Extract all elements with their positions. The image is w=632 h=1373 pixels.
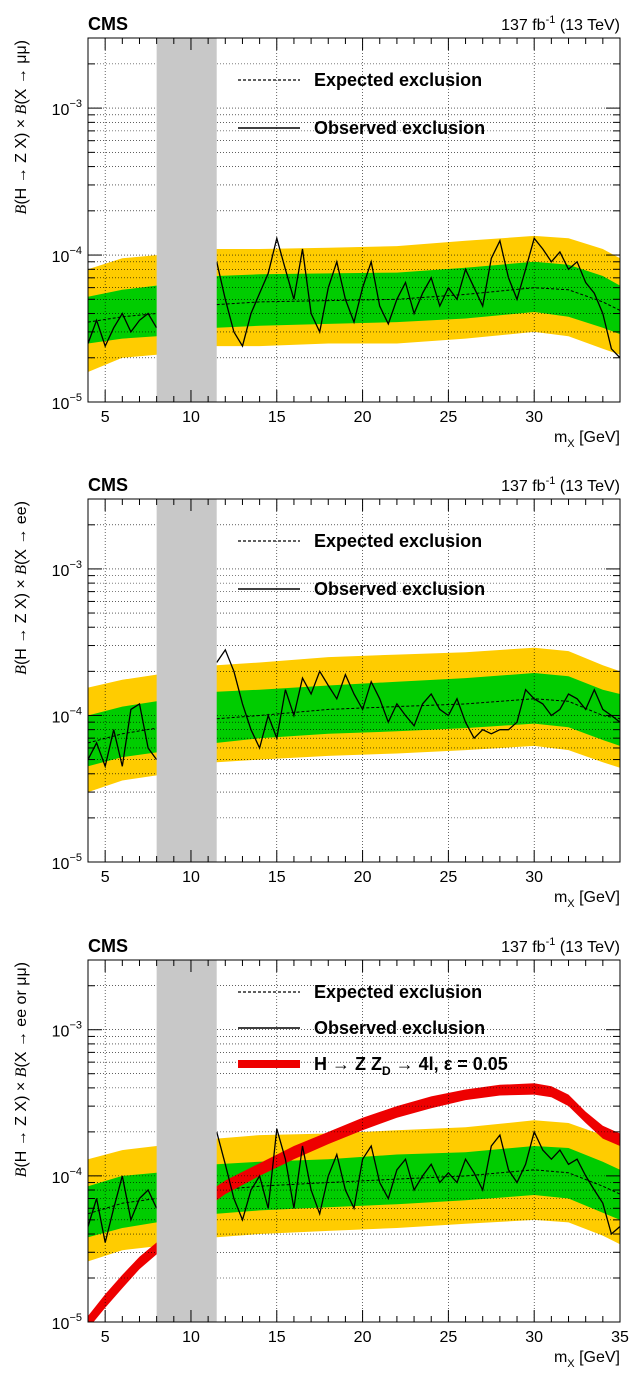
panel-1: 5 10 15 20 25 30 10−5 10−4 10−3 CMS 137 fb-1 (13 T… xyxy=(13,14,621,450)
plot-area xyxy=(88,499,620,862)
y-axis-label: B(H → Z X) × B(X → ee) xyxy=(13,501,30,675)
legend-expected-label: Expected exclusion xyxy=(314,982,482,1002)
x-axis-label: mX [GeV] xyxy=(554,1349,620,1368)
y-ticks xyxy=(88,37,620,403)
x-tick-label: 20 xyxy=(354,1329,372,1346)
legend-signal-label: H → Z ZD → 4l, ε = 0.05 xyxy=(314,1054,508,1078)
x-tick-label: 20 xyxy=(354,409,372,426)
luminosity-label: 137 fb-1 (13 TeV) xyxy=(501,475,620,495)
x-ticks xyxy=(87,499,621,862)
x-tick-label: 5 xyxy=(101,409,110,426)
x-tick-label: 25 xyxy=(439,409,457,426)
legend: Expected exclusion Observed exclusion xyxy=(238,70,485,138)
observed-line xyxy=(88,648,620,769)
observed-line xyxy=(88,235,620,359)
x-tick-label: 5 xyxy=(101,869,110,886)
y-tick-label: 10−3 xyxy=(52,98,82,119)
x-tick-label: 10 xyxy=(182,1329,200,1346)
experiment-label: CMS xyxy=(88,475,128,495)
signal-band xyxy=(88,1083,620,1322)
panel-2: 5 10 15 20 25 30 10−5 10−4 10−3 CMS 137 fb-1 (13 T… xyxy=(13,475,621,910)
panel-3: 5 10 15 20 25 30 35 10−5 10−4 10−3 CMS 137 fb-1 (13… xyxy=(13,936,629,1370)
experiment-label: CMS xyxy=(88,14,128,34)
x-tick-label: 15 xyxy=(268,409,286,426)
legend-observed-label: Observed exclusion xyxy=(314,579,485,599)
expected-line xyxy=(88,698,620,744)
x-tick-label: 10 xyxy=(182,409,200,426)
x-ticks xyxy=(87,38,621,402)
x-axis-label: mX [GeV] xyxy=(554,429,620,450)
x-tick-label: 20 xyxy=(354,869,372,886)
x-tick-label: 25 xyxy=(439,1329,457,1346)
band-1sigma xyxy=(88,673,620,767)
legend: Expected exclusion Observed exclusion xyxy=(238,531,485,599)
experiment-label: CMS xyxy=(88,936,128,956)
x-tick-label: 30 xyxy=(525,1329,543,1346)
x-axis-label: mX [GeV] xyxy=(554,889,620,910)
y-tick-label: 10−3 xyxy=(52,559,82,580)
legend-expected-label: Expected exclusion xyxy=(314,70,482,90)
legend-observed-label: Observed exclusion xyxy=(314,118,485,138)
x-ticks xyxy=(87,960,621,1322)
legend: Expected exclusion Observed exclusion H → … xyxy=(238,982,508,1078)
y-tick-label: 10−5 xyxy=(52,1312,82,1333)
legend-signal-swatch xyxy=(238,1060,300,1068)
x-tick-label: 5 xyxy=(101,1329,110,1346)
x-tick-label: 15 xyxy=(268,869,286,886)
x-tick-label: 15 xyxy=(268,1329,286,1346)
x-tick-label: 30 xyxy=(525,409,543,426)
y-ticks xyxy=(88,498,620,863)
excluded-region xyxy=(156,499,217,862)
plot-frame xyxy=(87,959,621,1323)
luminosity-label: 137 fb-1 (13 TeV) xyxy=(501,14,620,34)
plot-frame xyxy=(87,498,621,863)
y-tick-label: 10−4 xyxy=(52,245,82,266)
y-tick-label: 10−5 xyxy=(52,852,82,873)
y-tick-label: 10−5 xyxy=(52,392,82,413)
y-axis-label: B(H → Z X) × B(X → ee or μμ) xyxy=(13,962,30,1177)
x-tick-label: 25 xyxy=(439,869,457,886)
observed-line xyxy=(88,1128,620,1243)
y-tick-label: 10−3 xyxy=(52,1020,82,1041)
legend-expected-label: Expected exclusion xyxy=(314,531,482,551)
legend-observed-label: Observed exclusion xyxy=(314,1018,485,1038)
plot-frame xyxy=(87,37,621,403)
y-tick-label: 10−4 xyxy=(52,705,82,726)
luminosity-label: 137 fb-1 (13 TeV) xyxy=(501,936,620,956)
excluded-region xyxy=(156,38,217,402)
x-tick-label: 35 xyxy=(611,1329,629,1346)
plot-area xyxy=(88,960,620,1322)
x-tick-label: 10 xyxy=(182,869,200,886)
y-axis-label: B(H → Z X) × B(X → μμ) xyxy=(13,40,30,214)
y-tick-label: 10−4 xyxy=(52,1166,82,1187)
excluded-region xyxy=(156,960,217,1322)
expected-line xyxy=(88,287,620,323)
plot-area xyxy=(88,38,620,402)
x-tick-label: 30 xyxy=(525,869,543,886)
y-ticks xyxy=(88,959,620,1323)
